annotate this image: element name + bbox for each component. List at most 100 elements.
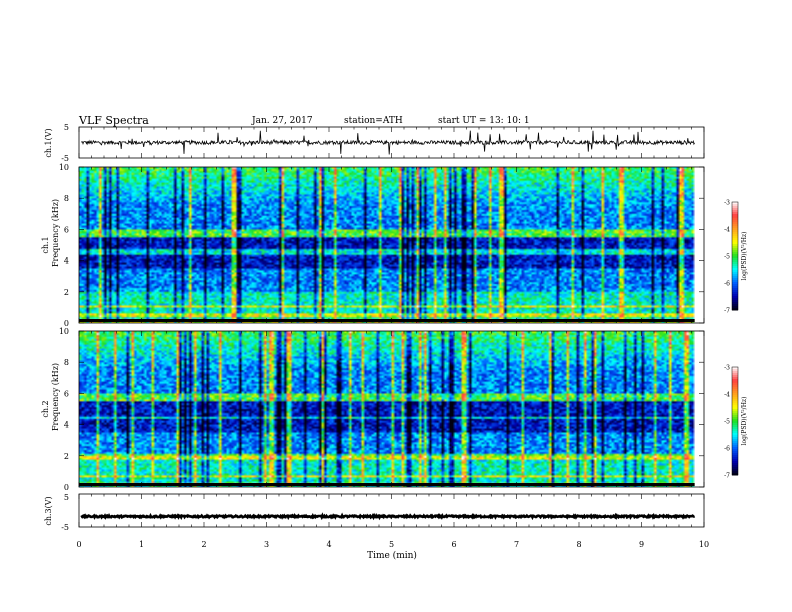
ch3-waveform-trace [80, 512, 696, 521]
ch2-colorbar-segment [732, 397, 738, 400]
ch3-ylabel: ch.3(V) [44, 496, 53, 525]
ch1-colorbar-segment [732, 280, 738, 283]
ch1-colorbar-segment [732, 278, 738, 281]
ch2-colorbar-segment [732, 453, 738, 456]
ch2-colorbar-segment [732, 375, 738, 378]
time-tick-label: 10 [699, 540, 709, 549]
ch1-colorbar-segment [732, 232, 738, 235]
ch1-ylabel: ch.1(V) [44, 128, 53, 157]
ch1-colorbar-segment [732, 276, 738, 279]
ch1-colorbar-segment [732, 226, 738, 229]
spec2-ytick-label: 0 [64, 483, 69, 492]
time-tick-label: 0 [76, 540, 81, 549]
ch1-colorbar-segment [732, 212, 738, 215]
ch3-waveform-panel: 5 -5 ch.3(V) [44, 493, 705, 532]
ch1-trace-path [80, 130, 695, 155]
ch2-colorbar-segment [732, 419, 738, 422]
ch2-colorbar-segment [732, 369, 738, 372]
ch2-colorbar-segment [732, 409, 738, 412]
ch2-colorbar-segment [732, 403, 738, 406]
ch2-colorbar-segment [732, 459, 738, 462]
ch1-colorbar-segment [732, 288, 738, 291]
ch2-colorbar-segment [732, 471, 738, 474]
ch2-colorbar-segment [732, 445, 738, 448]
ch2-colorbar-segment [732, 457, 738, 460]
spec1-ytick-label: 2 [64, 288, 69, 297]
ch1-ytick-bottom: -5 [61, 154, 69, 163]
ch2-colorbar-segment [732, 415, 738, 418]
ch2-colorbar-segment [732, 411, 738, 414]
spec2-ytick-label: 6 [64, 389, 69, 398]
ch2-colorbar-segment [732, 443, 738, 446]
ch1-colorbar-segment [732, 296, 738, 299]
ch2-colorbar-segment [732, 373, 738, 376]
ch1-colorbar-segment [732, 248, 738, 251]
ch2-colorbar-segment [732, 405, 738, 408]
ch2-spectrogram-ylabel-channel: ch.2 [41, 400, 50, 417]
ch1-colorbar-segment [732, 228, 738, 231]
ch1-colorbar-segment [732, 306, 738, 309]
ch1-colorbar-segment [732, 254, 738, 257]
time-tick-label: 8 [576, 540, 581, 549]
ch1-colorbar-segment [732, 284, 738, 287]
ch2-colorbar-segment [732, 461, 738, 464]
ch1-spectrogram-ylabel-channel: ch.1 [41, 236, 50, 253]
spec1-ytick-label: 6 [64, 225, 69, 234]
ch2-colorbar-segment [732, 469, 738, 472]
ch2-colorbar-segment [732, 455, 738, 458]
ch1-colorbar-segment [732, 292, 738, 295]
ch1-colorbar-frame [731, 201, 739, 311]
ch2-colorbar-segment [732, 413, 738, 416]
ch2-colorbar-segment [732, 377, 738, 380]
time-tick-label: 9 [639, 540, 644, 549]
ch1-colorbar-label: log(PSD)(V²/Hz) [741, 232, 748, 281]
ch2-spectrogram-ylabel-freq: Frequency (kHz) [51, 363, 60, 431]
spec1-raster [79, 167, 704, 323]
ch1-colorbar-segment [732, 238, 738, 241]
ch2-colorbar-segment [732, 433, 738, 436]
ch1-colorbar-segment [732, 224, 738, 227]
ch1-spectrogram-image [79, 167, 704, 323]
ch1-colorbar-segment [732, 286, 738, 289]
ch1-colorbar-segment [732, 242, 738, 245]
spec2-ytick-label: 10 [59, 327, 69, 336]
ch2-colorbar-segment [732, 383, 738, 386]
ch1-colorbar-segment [732, 260, 738, 263]
ch2-colorbar-tick: -3 [724, 365, 730, 372]
ch1-colorbar-segment [732, 250, 738, 253]
figure-title: VLF Spectra [78, 114, 149, 127]
ch1-colorbar-segment [732, 262, 738, 265]
ch1-colorbar-segment [732, 270, 738, 273]
ch1-colorbar-segment [732, 274, 738, 277]
spec1-ytick-label: 8 [64, 194, 69, 203]
ch1-xtick-marks [78, 127, 705, 158]
ch1-ytick-top: 5 [64, 123, 69, 132]
time-tick-label: 1 [139, 540, 144, 549]
ch1-colorbar-segment [732, 300, 738, 303]
ch1-colorbar-segment [732, 252, 738, 255]
ch1-colorbar-segment [732, 204, 738, 207]
ch2-colorbar-segment [732, 371, 738, 374]
ch2-colorbar-segment [732, 427, 738, 430]
ch2-colorbar-segment [732, 417, 738, 420]
spec1-ytick-label: 0 [64, 319, 69, 328]
ch1-spectrogram-yticks: 0 2 4 6 8 10 [59, 163, 704, 328]
ch2-colorbar-segment [732, 389, 738, 392]
spec1-ytick-label: 10 [59, 163, 69, 172]
ch2-colorbar-segment [732, 407, 738, 410]
ch1-colorbar-segment [732, 236, 738, 239]
ch1-colorbar-segment [732, 266, 738, 269]
ch2-colorbar-segment [732, 435, 738, 438]
time-tick-label: 3 [264, 540, 269, 549]
ch2-colorbar-segment [732, 395, 738, 398]
ch2-colorbar-frame [731, 366, 739, 476]
ch2-colorbar-segment [732, 437, 738, 440]
date-label: Jan. 27, 2017 [251, 116, 313, 126]
ch2-colorbar-segment [732, 367, 738, 370]
ch3-trace-path [80, 512, 696, 521]
ch1-colorbar-tick: -6 [724, 281, 730, 288]
spec2-ytick-label: 2 [64, 452, 69, 461]
ch2-colorbar-segment [732, 391, 738, 394]
spec2-ytick-label: 4 [64, 421, 69, 430]
